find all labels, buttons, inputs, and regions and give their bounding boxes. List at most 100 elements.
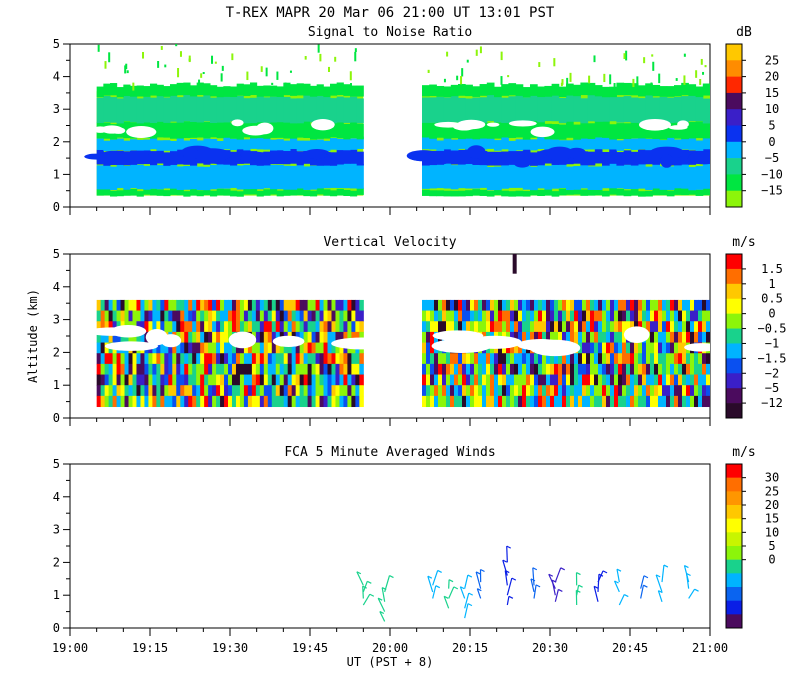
velocity-cell [566, 310, 571, 322]
velocity-cell [522, 331, 527, 344]
velocity-cell [682, 395, 687, 408]
snr-speckle [650, 82, 653, 91]
snr-cell [681, 188, 689, 196]
velocity-cell [359, 321, 364, 333]
snr-cell [356, 85, 364, 97]
velocity-cell [690, 310, 695, 322]
colorbar-swatch [726, 614, 742, 629]
snr-cell [143, 86, 151, 97]
velocity-cell [96, 353, 102, 365]
velocity-cell [502, 299, 507, 312]
velocity-cell [674, 363, 679, 376]
snr-cell [203, 166, 211, 191]
velocity-cell [702, 363, 707, 376]
velocity-cell [140, 331, 145, 344]
snr-cell [515, 162, 524, 188]
snr-blob [300, 152, 328, 159]
colorbar-label: 0 [768, 135, 775, 149]
velocity-cell [291, 374, 297, 386]
velocity-cell [594, 331, 599, 344]
velocity-cell [602, 385, 607, 397]
snr-cell [296, 83, 304, 96]
velocity-cell [327, 395, 332, 408]
velocity-cell [331, 321, 336, 333]
snr-cell [203, 83, 211, 96]
snr-cell [580, 82, 589, 96]
snr-cell [616, 152, 625, 166]
snr-blob [84, 153, 110, 160]
velocity-cell [116, 310, 122, 322]
velocity-field [87, 254, 710, 408]
velocity-cell [355, 385, 360, 397]
velocity-cell [434, 395, 439, 408]
velocity-cell [176, 385, 181, 397]
velocity-cell [546, 299, 551, 312]
velocity-cell [188, 353, 193, 365]
velocity-cell [486, 363, 491, 376]
velocity-cell [510, 353, 515, 365]
colorbar-swatch [726, 283, 742, 300]
wind-barb [506, 596, 510, 606]
velocity-cell [200, 374, 205, 386]
velocity-cell [422, 321, 427, 333]
velocity-cell [108, 363, 114, 376]
velocity-cell [239, 321, 245, 333]
snr-cell [270, 164, 278, 190]
snr-speckle [319, 53, 322, 62]
snr-cell [422, 137, 430, 150]
colorbar-swatch [726, 532, 742, 547]
velocity-cell [279, 321, 285, 333]
y-tick-label: 3 [53, 313, 60, 327]
velocity-cell [144, 321, 149, 333]
snr-cell [150, 83, 158, 96]
velocity-cell [100, 385, 106, 397]
wind-barb-flag [448, 579, 454, 583]
velocity-cell [582, 363, 587, 376]
velocity-cell [196, 310, 201, 322]
snr-cell [486, 167, 495, 191]
snr-cell [443, 122, 452, 139]
velocity-cell [196, 299, 201, 312]
velocity-cell [160, 363, 165, 376]
velocity-cell [654, 374, 659, 386]
colorbar-swatch [726, 600, 742, 615]
velocity-cell [486, 395, 491, 408]
snr-speckle [446, 51, 449, 57]
snr-cell [652, 123, 661, 140]
colorbar-label: −5 [765, 151, 779, 165]
velocity-cell [706, 321, 710, 333]
velocity-cell [518, 385, 523, 397]
velocity-cell [331, 353, 336, 365]
snr-cell [303, 190, 311, 197]
velocity-cell [327, 374, 332, 386]
velocity-cell [204, 353, 209, 365]
velocity-cell [180, 374, 185, 386]
velocity-cell [132, 395, 137, 408]
velocity-cell [642, 299, 647, 312]
snr-cell [580, 189, 589, 196]
velocity-cell [662, 374, 667, 386]
figure-title: T-REX MAPR 20 Mar 06 21:00 UT 13:01 PST [226, 5, 555, 21]
snr-cell [587, 94, 596, 122]
wind-barb-flag [616, 568, 622, 572]
velocity-cell [160, 395, 165, 408]
velocity-cell [355, 395, 360, 408]
snr-cell [436, 120, 445, 138]
velocity-cell [247, 299, 253, 312]
velocity-cell [120, 331, 126, 344]
velocity-cell [622, 342, 627, 354]
velocity-cell [662, 321, 667, 333]
velocity-cell [204, 363, 209, 376]
velocity-cell [622, 310, 627, 322]
velocity-cell [666, 395, 671, 408]
snr-speckle [202, 72, 205, 75]
snr-cell [566, 140, 574, 151]
velocity-cell [343, 310, 348, 322]
velocity-cell [706, 385, 710, 397]
snr-gap [242, 125, 269, 136]
velocity-cell [279, 310, 285, 322]
velocity-cell [618, 342, 623, 354]
velocity-cell [514, 310, 519, 322]
snr-cell [688, 138, 697, 150]
